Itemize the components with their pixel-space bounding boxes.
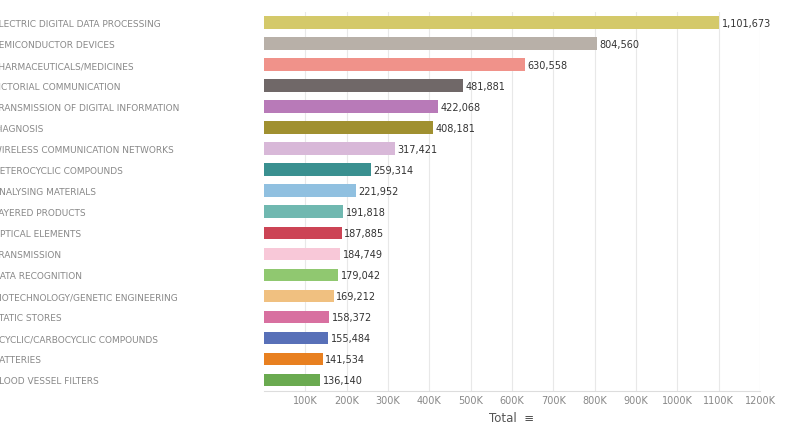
Text: 169,212: 169,212 bbox=[337, 291, 377, 301]
Bar bbox=[264, 227, 342, 240]
Text: 141,534: 141,534 bbox=[325, 354, 365, 364]
Bar bbox=[264, 290, 334, 302]
Text: 422,068: 422,068 bbox=[441, 102, 481, 112]
Bar bbox=[264, 143, 395, 156]
Bar bbox=[264, 17, 719, 30]
Bar bbox=[264, 248, 340, 260]
Text: 136,140: 136,140 bbox=[322, 375, 362, 385]
X-axis label: Total  ≡: Total ≡ bbox=[490, 411, 534, 424]
Text: 191,818: 191,818 bbox=[346, 207, 386, 217]
Bar bbox=[264, 269, 338, 282]
Bar bbox=[264, 38, 597, 51]
Bar bbox=[264, 164, 371, 177]
Bar bbox=[264, 59, 525, 72]
Bar bbox=[264, 374, 320, 386]
Bar bbox=[264, 101, 438, 114]
Text: 155,484: 155,484 bbox=[330, 333, 371, 343]
Bar bbox=[264, 311, 330, 323]
Text: 481,881: 481,881 bbox=[466, 82, 506, 92]
Text: 804,560: 804,560 bbox=[599, 39, 639, 49]
Text: 630,558: 630,558 bbox=[527, 60, 567, 70]
Bar bbox=[264, 185, 356, 197]
Text: 408,181: 408,181 bbox=[435, 123, 475, 133]
Text: 179,042: 179,042 bbox=[341, 270, 381, 280]
Text: 184,749: 184,749 bbox=[343, 249, 383, 259]
Text: 259,314: 259,314 bbox=[374, 165, 414, 175]
Bar bbox=[264, 80, 463, 93]
Text: 221,952: 221,952 bbox=[358, 186, 398, 196]
Text: 187,885: 187,885 bbox=[344, 228, 384, 238]
Bar bbox=[264, 122, 433, 135]
Text: 1,101,673: 1,101,673 bbox=[722, 19, 771, 29]
Text: 317,421: 317,421 bbox=[398, 145, 438, 155]
Bar bbox=[264, 332, 328, 345]
Bar bbox=[264, 353, 322, 365]
Bar bbox=[264, 206, 343, 219]
Text: 158,372: 158,372 bbox=[332, 312, 372, 322]
